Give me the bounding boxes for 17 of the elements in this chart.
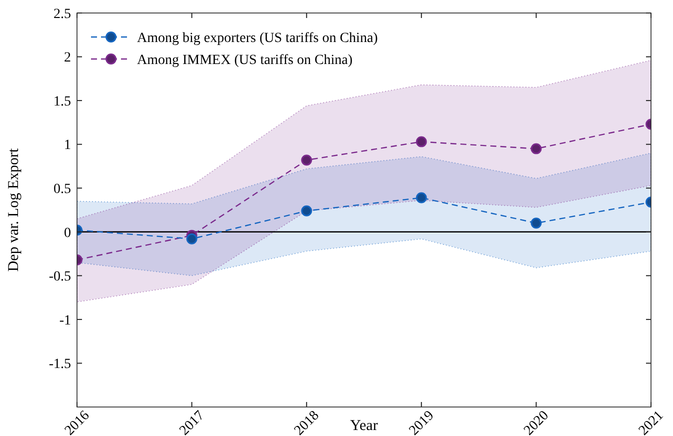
- y-tick-label: 0.5: [54, 182, 71, 198]
- point: [416, 136, 427, 148]
- y-tick-label: 1: [64, 138, 71, 154]
- legend-label: Among big exporters (US tariffs on China): [137, 30, 378, 46]
- x-axis-title: Year: [350, 418, 378, 434]
- point: [416, 192, 427, 204]
- y-axis-title: Dep var. Log Export: [6, 148, 22, 272]
- legend-label: Among IMMEX (US tariffs on China): [137, 52, 353, 68]
- y-tick-label: 0: [64, 226, 71, 241]
- y-tick-label: 1.5: [54, 94, 71, 110]
- point: [301, 154, 312, 166]
- y-tick-label: 2: [64, 50, 71, 66]
- y-tick-label: -1: [59, 313, 71, 328]
- y-tick-label: -0.5: [48, 270, 71, 285]
- y-tick-label: 2.5: [54, 6, 71, 22]
- y-tick-label: -1.5: [48, 357, 71, 372]
- point: [301, 205, 312, 216]
